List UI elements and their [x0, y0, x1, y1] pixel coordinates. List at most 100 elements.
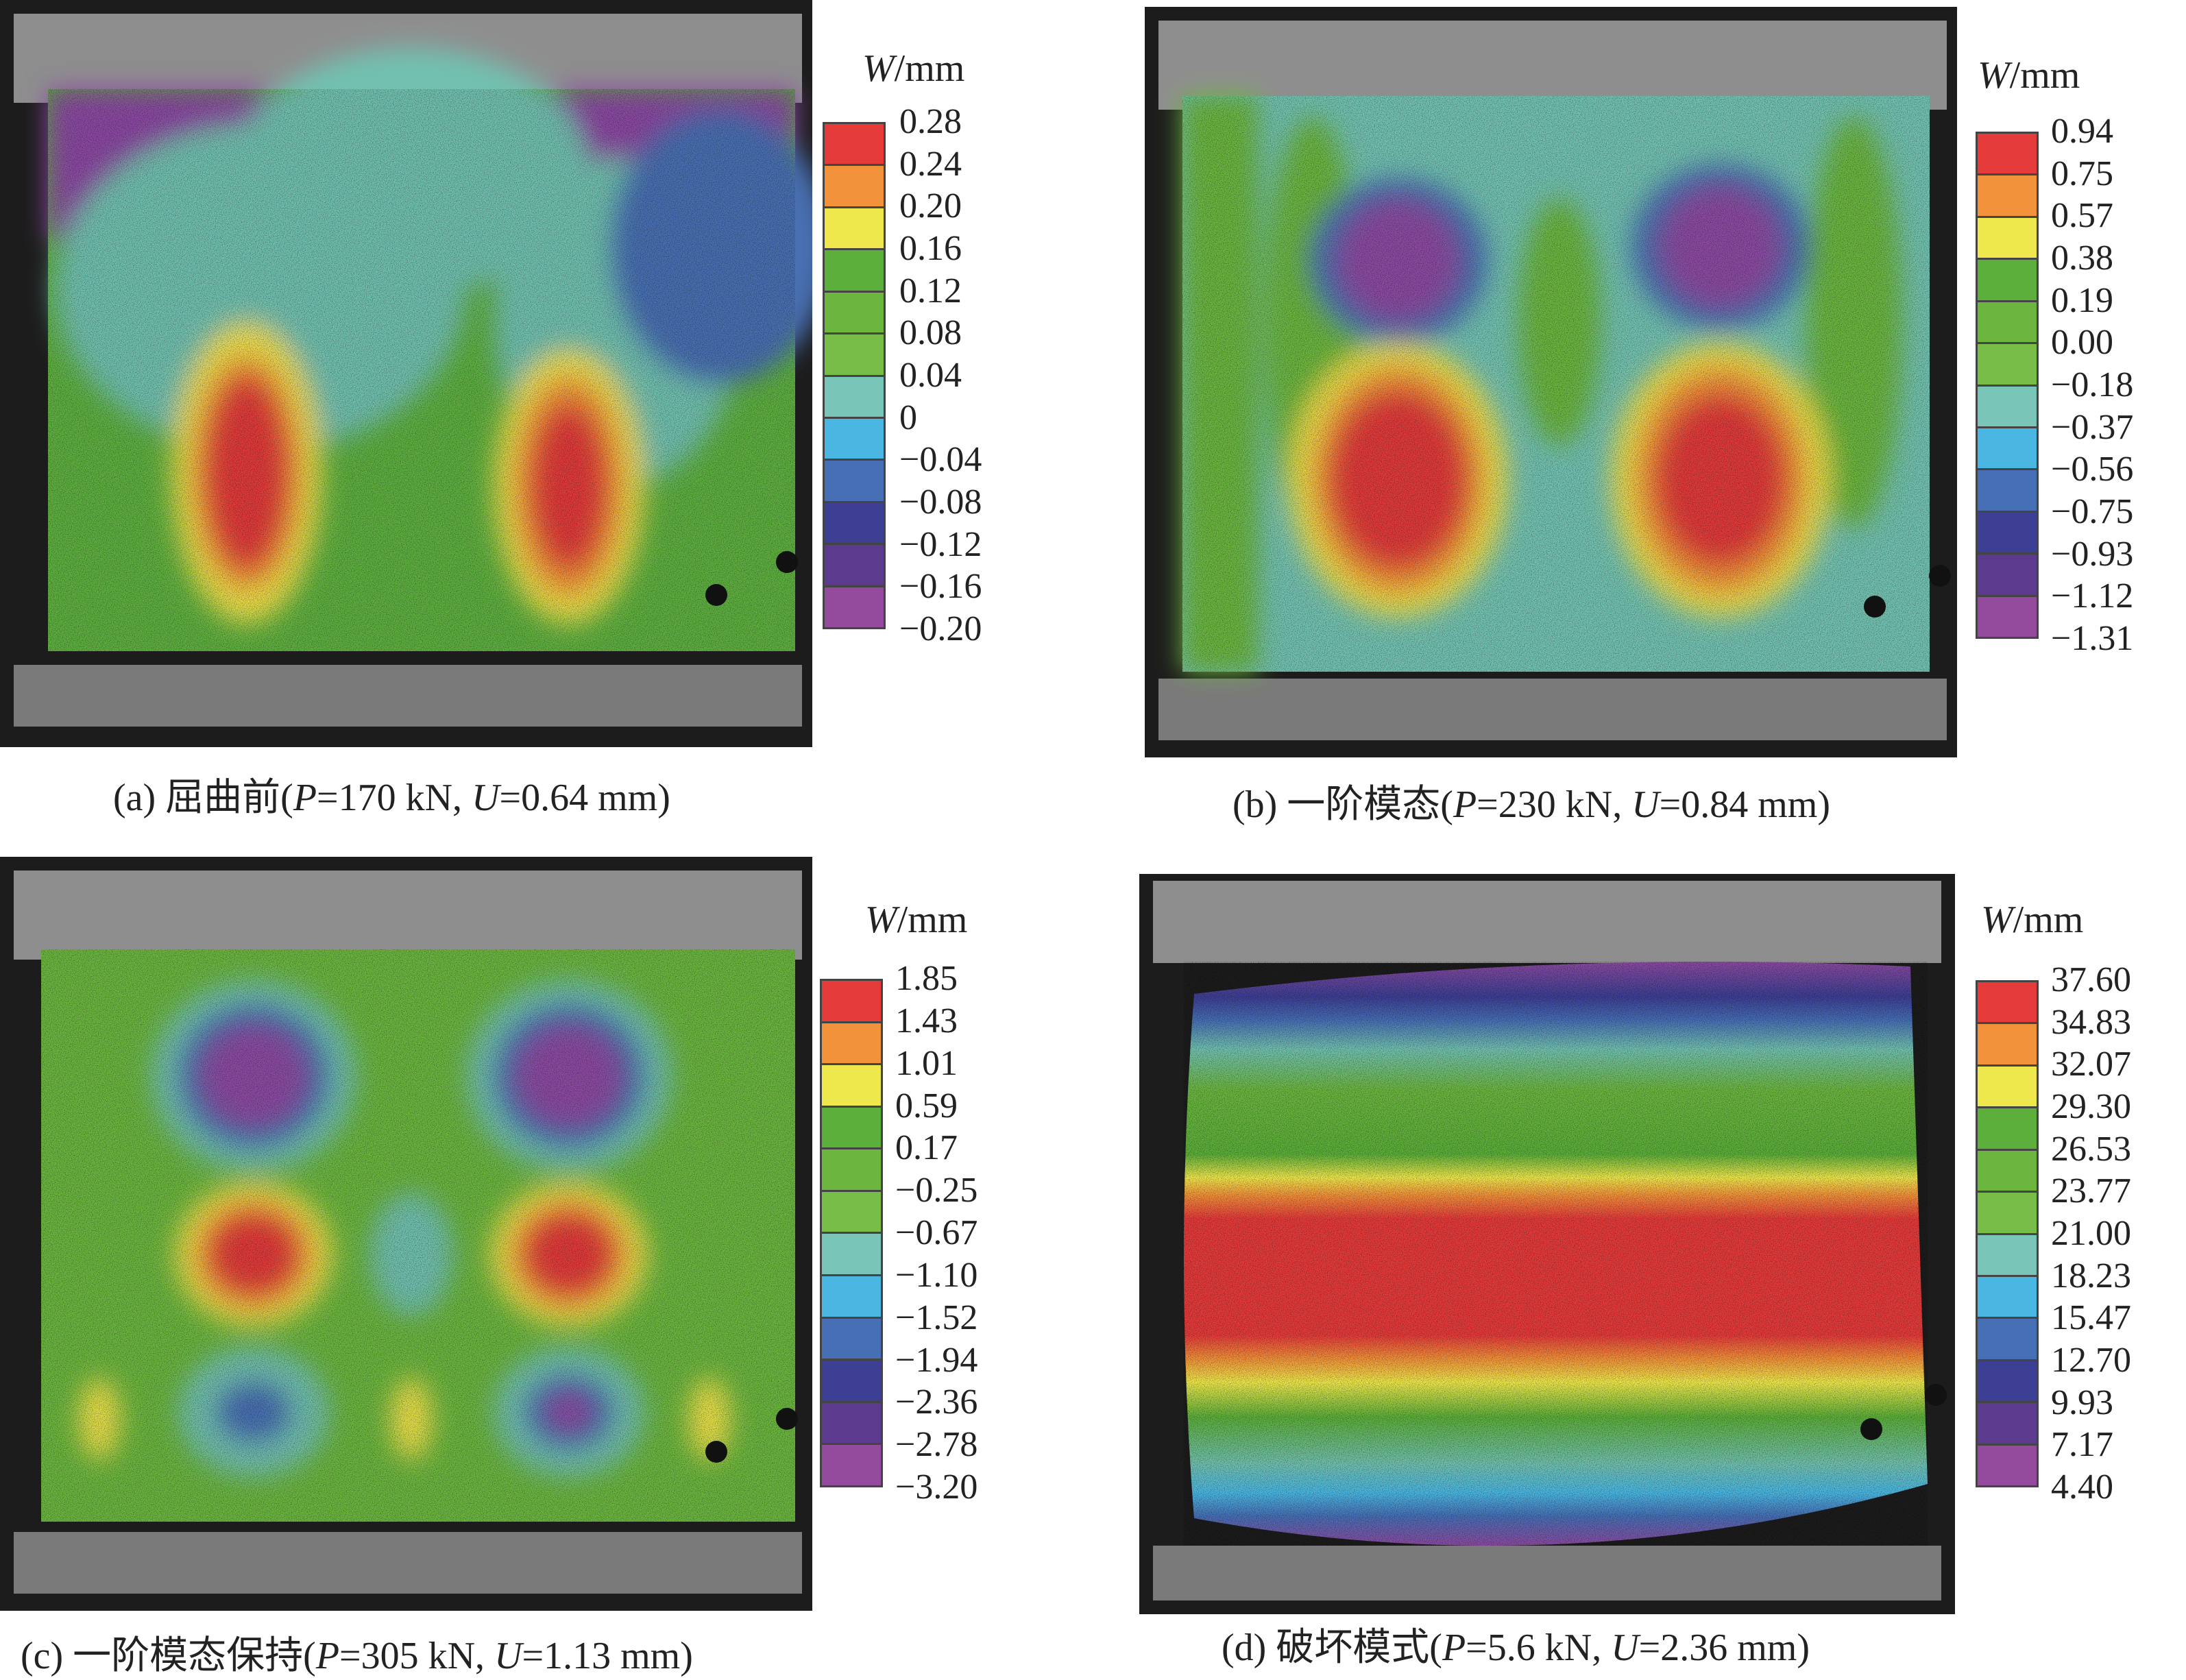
- colorbar-tick-label: 1.85: [895, 959, 958, 998]
- colorbar-tick-label: −0.12: [899, 524, 982, 564]
- colorbar-tick-label: 0.04: [899, 356, 962, 395]
- colorbar-swatch: [822, 1276, 881, 1319]
- colorbar-tick-label: 0.38: [2051, 239, 2113, 278]
- colorbar-swatch: [1978, 1024, 2037, 1067]
- colorbar-tick-label: 0.28: [899, 102, 962, 141]
- colorbar-tick-label: 18.23: [2051, 1256, 2131, 1295]
- contour-image-c: [0, 857, 812, 1611]
- colorbar-tick-label: −1.94: [895, 1340, 978, 1380]
- colorbar-swatch: [825, 587, 884, 628]
- unit-label-c: W/mm: [865, 899, 968, 941]
- colorbar-swatch: [822, 1023, 881, 1066]
- colorbar-tick-label: 0.24: [899, 144, 962, 184]
- caption-d: (d) 破坏模式(P=5.6 kN, U=2.36 mm): [1222, 1627, 1810, 1669]
- colorbar-tick-label: 0.59: [895, 1086, 958, 1125]
- colorbar-swatch: [825, 461, 884, 503]
- colorbar-ticks-c: 1.85 1.43 1.01 0.59 0.17 −0.25 −0.67 −1.10 −1.52…: [895, 961, 1039, 1505]
- colorbar-swatch: [1978, 555, 2037, 597]
- colorbar-swatch: [825, 166, 884, 208]
- colorbar-swatch: [1978, 1276, 2037, 1319]
- colorbar-tick-label: 9.93: [2051, 1383, 2113, 1422]
- colorbar-tick-label: −1.52: [895, 1298, 978, 1337]
- colorbar-tick-label: −0.56: [2051, 450, 2134, 489]
- colorbar-swatch: [1978, 217, 2037, 260]
- colorbar-swatch: [1978, 344, 2037, 387]
- colorbar-swatch: [1978, 596, 2037, 637]
- colorbar-swatch: [825, 292, 884, 335]
- colorbar-tick-label: −0.67: [895, 1213, 978, 1252]
- colorbar-swatch: [822, 1318, 881, 1361]
- colorbar-b: [1976, 132, 2039, 639]
- colorbar-tick-label: 0.17: [895, 1128, 958, 1168]
- colorbar-swatch: [1978, 134, 2037, 176]
- colorbar-swatch: [1978, 1066, 2037, 1109]
- colorbar-tick-label: −2.36: [895, 1383, 978, 1422]
- colorbar-tick-label: 0.19: [2051, 280, 2113, 320]
- colorbar-tick-label: 0.12: [899, 271, 962, 311]
- colorbar-tick-label: −0.25: [895, 1171, 978, 1210]
- colorbar-swatch: [1978, 175, 2037, 218]
- colorbar-swatch: [825, 124, 884, 167]
- colorbar-swatch: [1978, 1361, 2037, 1404]
- colorbar-tick-label: 12.70: [2051, 1341, 2131, 1380]
- colorbar-swatch: [822, 1361, 881, 1403]
- colorbar-tick-label: 15.47: [2051, 1298, 2131, 1338]
- colorbar-swatch: [825, 250, 884, 293]
- colorbar-tick-label: −0.93: [2051, 534, 2134, 574]
- colorbar-tick-label: −1.12: [2051, 576, 2134, 616]
- colorbar-tick-label: −0.04: [899, 440, 982, 480]
- panel-a: W/mm 0.28 0.24 0.20 0.16 0.12 0.08 0.04 0 −0.04−…: [0, 0, 1090, 840]
- unit-label-a: W/mm: [862, 47, 965, 90]
- colorbar-swatch: [822, 1191, 881, 1234]
- colorbar-c: [820, 979, 883, 1487]
- colorbar-swatch: [1978, 302, 2037, 345]
- colorbar-tick-label: −1.31: [2051, 619, 2134, 658]
- colorbar-tick-label: 34.83: [2051, 1002, 2131, 1042]
- colorbar-tick-label: −0.18: [2051, 365, 2134, 404]
- colorbar-tick-label: −0.08: [899, 483, 982, 522]
- colorbar-tick-label: −0.75: [2051, 492, 2134, 531]
- colorbar-swatch: [825, 208, 884, 251]
- colorbar-swatch: [1978, 1319, 2037, 1361]
- panel-c: W/mm 1.85 1.43 1.01 0.59 0.17 −0.25 −0.67 −1.10…: [0, 857, 1090, 1677]
- colorbar-tick-label: −0.16: [899, 567, 982, 607]
- contour-image-d: [1139, 874, 1955, 1614]
- colorbar-tick-label: 37.60: [2051, 960, 2131, 999]
- colorbar-swatch: [822, 1234, 881, 1277]
- colorbar-swatch: [1978, 386, 2037, 428]
- colorbar-swatch: [822, 1107, 881, 1150]
- colorbar-swatch: [1978, 1150, 2037, 1193]
- colorbar-tick-label: 0.16: [899, 229, 962, 268]
- caption-c: (c) 一阶模态保持(P=305 kN, U=1.13 mm): [21, 1635, 693, 1677]
- colorbar-tick-label: 0.00: [2051, 323, 2113, 363]
- colorbar-ticks-d: 37.60 34.83 32.07 29.30 26.53 23.77 21.00 18.23…: [2051, 962, 2181, 1505]
- colorbar-swatch: [1978, 428, 2037, 471]
- colorbar-tick-label: 0: [899, 398, 917, 437]
- colorbar-swatch: [1978, 260, 2037, 302]
- colorbar-tick-label: −1.10: [895, 1255, 978, 1295]
- colorbar-tick-label: 23.77: [2051, 1171, 2131, 1211]
- unit-label-d: W/mm: [1981, 899, 2084, 941]
- colorbar-tick-label: 21.00: [2051, 1214, 2131, 1253]
- colorbar-swatch: [822, 1445, 881, 1485]
- colorbar-tick-label: 29.30: [2051, 1087, 2131, 1126]
- colorbar-swatch: [825, 334, 884, 377]
- colorbar-swatch: [1978, 982, 2037, 1025]
- colorbar-tick-label: 0.94: [2051, 112, 2113, 151]
- colorbar-tick-label: 7.17: [2051, 1425, 2113, 1465]
- panel-b: W/mm 0.94 0.75 0.57 0.38 0.19 0.00 −0.18 −0.37−…: [1138, 0, 2186, 840]
- colorbar-tick-label: −0.20: [899, 609, 982, 648]
- colorbar-swatch: [822, 1065, 881, 1108]
- colorbar-swatch: [822, 981, 881, 1023]
- caption-b: (b) 一阶模态(P=230 kN, U=0.84 mm): [1232, 783, 1831, 826]
- colorbar-swatch: [825, 545, 884, 587]
- colorbar-swatch: [825, 502, 884, 546]
- contour-image-a: [0, 0, 812, 747]
- colorbar-tick-label: 1.43: [895, 1001, 958, 1040]
- colorbar-tick-label: −3.20: [895, 1468, 978, 1507]
- colorbar-swatch: [825, 376, 884, 419]
- colorbar-swatch: [1978, 1234, 2037, 1277]
- colorbar-tick-label: 26.53: [2051, 1129, 2131, 1169]
- colorbar-swatch: [822, 1402, 881, 1446]
- colorbar-swatch: [1978, 1108, 2037, 1151]
